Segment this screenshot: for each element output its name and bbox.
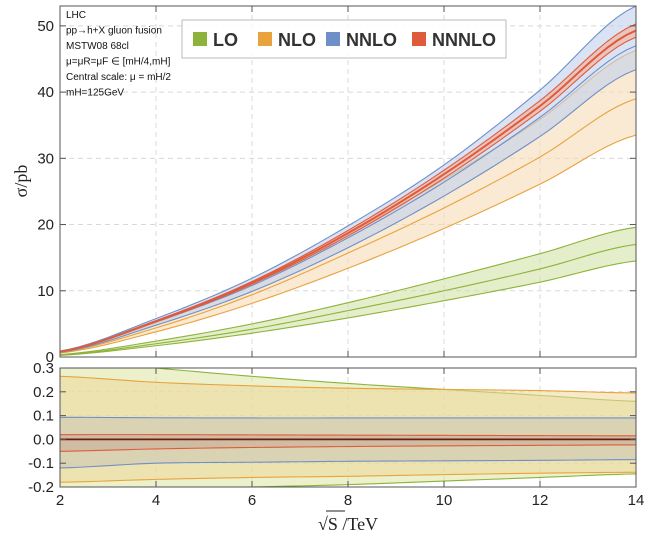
axis-titles: σ/pb √S /TeV (11, 165, 378, 534)
y-tick-label: -0.2 (28, 479, 54, 496)
axes: 0 10 20 30 40 50 (37, 6, 637, 366)
x-tick-label: 8 (344, 492, 352, 509)
series-layer (60, 6, 636, 356)
y-tick-label: 0.0 (33, 431, 54, 448)
nlo-lower-line (60, 471, 636, 483)
nnlo-lower-line (60, 459, 636, 469)
x-tick-label: 10 (436, 492, 453, 509)
nnnlo-upper-line (60, 434, 636, 437)
lo-legend-label: LO (213, 30, 238, 50)
nlo-legend-label: NLO (278, 30, 316, 50)
lo-swatch (193, 32, 207, 46)
y-tick-label: 0.3 (33, 360, 54, 377)
nlo-central-line (60, 98, 636, 353)
legend-box (181, 19, 507, 59)
nlo-upper-line (60, 375, 636, 394)
x-tick-label: 6 (248, 492, 256, 509)
info-line: LHC (66, 10, 86, 21)
x-tick-label: 4 (152, 492, 160, 509)
info-line: mH=125GeV (66, 88, 124, 99)
lo-upper-line (60, 226, 636, 356)
y-tick-label: 10 (37, 283, 54, 300)
y-tick-label: 30 (37, 150, 54, 167)
y-tick-label: 0 (46, 349, 54, 366)
nnlo-swatch (326, 32, 340, 46)
nnlo-upper-line (60, 416, 636, 419)
y-tick-label: 50 (37, 18, 54, 35)
axes: 2 4 6 8 10 12 14 0.3 0.2 0.1 0.0 -0.1 -0.2 (28, 360, 644, 509)
x-axis-title: √S /TeV (318, 514, 378, 534)
nnlo-lower-line (60, 69, 636, 353)
info-line: pp→h+X gluon fusion (66, 26, 162, 37)
nnnlo-swatch (412, 32, 426, 46)
info-line: μ=μR=μF ∈ [mH/4,mH] (66, 57, 171, 68)
y-tick-label: -0.1 (28, 455, 54, 472)
y-tick-label: 40 (37, 84, 54, 101)
lo-central-line (60, 243, 636, 356)
y-axis-title: σ/pb (11, 165, 31, 198)
info-annotations: LHC pp→h+X gluon fusion MSTW08 68cl μ=μR=μF… (66, 10, 171, 99)
nnnlo-lower-line (60, 444, 636, 452)
nnlo-upper-line (60, 6, 636, 352)
nnnlo-legend-label: NNNLO (432, 30, 496, 50)
nnlo-legend-label: NNLO (346, 30, 397, 50)
y-tick-label: 20 (37, 217, 54, 234)
y-tick-label: 0.1 (33, 408, 54, 425)
series-layer (60, 368, 636, 487)
lo-lower-line (60, 260, 636, 356)
x-tick-label: 12 (532, 492, 549, 509)
y-tick-label: 0.2 (33, 384, 54, 401)
nlo-lower-line (60, 134, 636, 354)
x-tick-label: 14 (628, 492, 645, 509)
nnnlo-central-line (60, 29, 636, 353)
info-line: Central scale: μ = mH/2 (66, 72, 171, 83)
legend: LO NLO NNLO NNNLO (181, 19, 507, 59)
x-tick-label: 2 (56, 492, 64, 509)
main-plot-panel: 0 10 20 30 40 50 (37, 5, 637, 366)
ratio-plot-panel: 2 4 6 8 10 12 14 0.3 0.2 0.1 0.0 -0.1 -0.2 (28, 360, 644, 509)
nlo-swatch (258, 32, 272, 46)
info-line: MSTW08 68cl (66, 41, 129, 52)
